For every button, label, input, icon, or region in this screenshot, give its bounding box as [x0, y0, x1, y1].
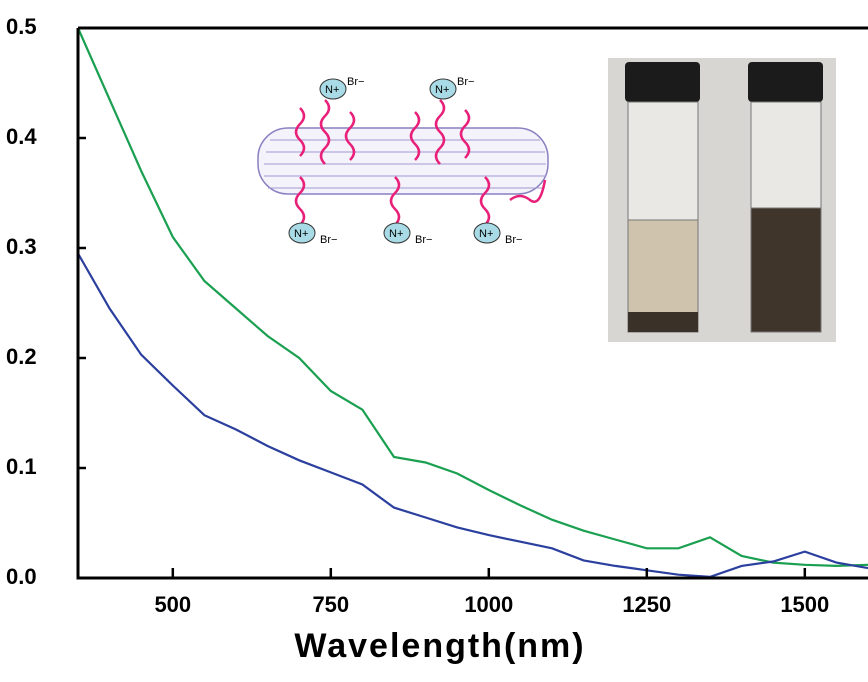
anion-label: Br−: [505, 234, 522, 246]
cation-label: N+: [294, 228, 308, 240]
data-line: [77, 252, 868, 579]
vial-photo: [608, 58, 836, 342]
y-tick-label: 0.4: [6, 124, 37, 149]
data-line: [76, 27, 868, 568]
y-tick-label: 0.3: [6, 234, 37, 259]
anion-label: Br−: [457, 76, 474, 88]
anion-label: Br−: [415, 234, 432, 246]
cation-label: N+: [435, 84, 449, 96]
x-tick-label: 500: [154, 592, 191, 617]
y-tick-label: 0.2: [6, 344, 37, 369]
x-tick-label: 750: [312, 592, 349, 617]
nanotube-schematic: N+ Br− N+ Br− N+ Br− N+ Br− N+ Br−: [257, 76, 549, 246]
x-tick-label: 1500: [780, 592, 829, 617]
y-tick-label: 0.5: [6, 14, 37, 39]
cation-label: N+: [389, 228, 403, 240]
x-axis-label: Wavelength(nm): [294, 627, 585, 665]
x-tick-label: 1000: [464, 592, 513, 617]
y-tick-label: 0.0: [6, 564, 37, 589]
y-tick-label: 0.1: [6, 454, 37, 479]
anion-label: Br−: [320, 234, 337, 246]
anion-label: Br−: [347, 76, 364, 88]
cation-label: N+: [479, 228, 493, 240]
cation-label: N+: [325, 84, 339, 96]
x-tick-label: 1250: [622, 592, 671, 617]
